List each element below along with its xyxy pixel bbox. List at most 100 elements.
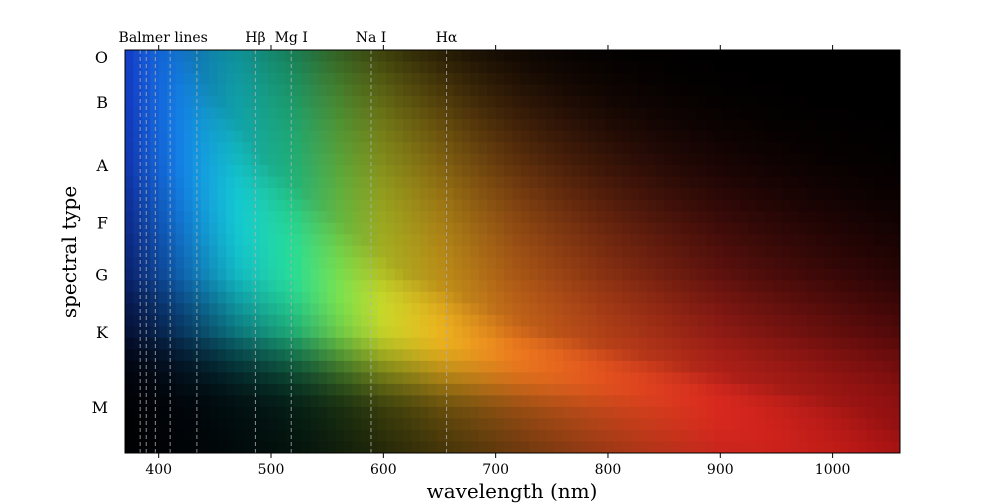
heatmap-cell bbox=[638, 303, 648, 316]
heatmap-cell bbox=[537, 418, 547, 431]
heatmap-cell bbox=[520, 84, 530, 97]
heatmap-cell bbox=[605, 119, 615, 132]
heatmap-cell bbox=[411, 360, 421, 373]
heatmap-cell bbox=[183, 73, 193, 86]
heatmap-cell bbox=[554, 50, 564, 63]
heatmap-cell bbox=[251, 245, 261, 258]
heatmap-cell bbox=[512, 176, 522, 189]
heatmap-cell bbox=[167, 291, 177, 304]
heatmap-cell bbox=[487, 429, 497, 443]
heatmap-cell bbox=[765, 291, 775, 304]
heatmap-cell bbox=[276, 73, 286, 86]
heatmap-cell bbox=[394, 268, 404, 281]
heatmap-cell bbox=[293, 142, 303, 155]
heatmap-cell bbox=[436, 153, 446, 166]
heatmap-cell bbox=[242, 142, 252, 155]
heatmap-cell bbox=[259, 119, 269, 132]
heatmap-cell bbox=[647, 268, 657, 281]
heatmap-cell bbox=[579, 280, 589, 293]
heatmap-cell bbox=[209, 84, 219, 97]
heatmap-cell bbox=[841, 222, 851, 235]
heatmap-cell bbox=[445, 349, 455, 362]
heatmap-cell bbox=[504, 199, 514, 212]
heatmap-cell bbox=[226, 234, 236, 247]
heatmap-cell bbox=[857, 188, 867, 201]
heatmap-cell bbox=[344, 257, 354, 270]
heatmap-cell bbox=[411, 418, 421, 431]
heatmap-cell bbox=[209, 50, 219, 63]
heatmap-cell bbox=[579, 96, 589, 109]
heatmap-cell bbox=[461, 234, 471, 247]
heatmap-cell bbox=[402, 291, 413, 304]
heatmap-cell bbox=[167, 188, 177, 201]
heatmap-cell bbox=[335, 176, 345, 189]
heatmap-cell bbox=[672, 188, 682, 201]
heatmap-cell bbox=[478, 234, 488, 247]
heatmap-cell bbox=[276, 245, 286, 258]
heatmap-cell bbox=[268, 268, 278, 281]
heatmap-cell bbox=[478, 303, 488, 316]
heatmap-cell bbox=[613, 211, 623, 224]
heatmap-cell bbox=[765, 61, 775, 74]
heatmap-cell bbox=[512, 268, 522, 281]
heatmap-cell bbox=[344, 395, 354, 408]
heatmap-cell bbox=[815, 211, 825, 224]
heatmap-cell bbox=[596, 234, 606, 247]
heatmap-cell bbox=[748, 349, 758, 362]
heatmap-cell bbox=[436, 130, 446, 143]
heatmap-cell bbox=[596, 372, 606, 385]
heatmap-cell bbox=[554, 153, 564, 166]
heatmap-cell bbox=[647, 245, 657, 258]
heatmap-cell bbox=[815, 107, 825, 120]
heatmap-cell bbox=[782, 349, 792, 362]
heatmap-cell bbox=[386, 280, 396, 293]
heatmap-cell bbox=[815, 96, 825, 109]
heatmap-cell bbox=[209, 165, 219, 178]
heatmap-cell bbox=[285, 406, 295, 420]
heatmap-cell bbox=[798, 418, 808, 431]
heatmap-cell bbox=[183, 280, 193, 293]
heatmap-cell bbox=[605, 291, 615, 304]
heatmap-cell bbox=[891, 176, 900, 189]
heatmap-cell bbox=[672, 107, 682, 120]
heatmap-cell bbox=[487, 50, 497, 63]
heatmap-cell bbox=[217, 199, 227, 212]
heatmap-cell bbox=[596, 96, 606, 109]
heatmap-cell bbox=[655, 429, 665, 443]
heatmap-cell bbox=[714, 73, 724, 86]
heatmap-cell bbox=[638, 418, 648, 431]
heatmap-cell bbox=[849, 314, 859, 327]
heatmap-cell bbox=[386, 176, 396, 189]
heatmap-cell bbox=[512, 211, 522, 224]
heatmap-cell bbox=[739, 96, 749, 109]
heatmap-cell bbox=[276, 349, 286, 362]
heatmap-cell bbox=[150, 119, 160, 132]
heatmap-cell bbox=[680, 372, 691, 385]
heatmap-cell bbox=[537, 142, 547, 155]
heatmap-cell bbox=[857, 130, 867, 143]
heatmap-cell bbox=[731, 188, 741, 201]
heatmap-cell bbox=[175, 142, 185, 155]
heatmap-cell bbox=[638, 395, 648, 408]
heatmap-cell bbox=[436, 418, 446, 431]
heatmap-cell bbox=[318, 326, 328, 339]
heatmap-cell bbox=[680, 314, 691, 327]
heatmap-cell bbox=[529, 372, 539, 385]
heatmap-cell bbox=[723, 441, 733, 453]
heatmap-cell bbox=[487, 188, 497, 201]
heatmap-cell bbox=[520, 291, 530, 304]
heatmap-cell bbox=[782, 130, 792, 143]
heatmap-cell bbox=[377, 280, 387, 293]
heatmap-cell bbox=[445, 211, 455, 224]
heatmap-cell bbox=[883, 383, 893, 397]
heatmap-cell bbox=[546, 188, 556, 201]
heatmap-cell bbox=[537, 395, 547, 408]
heatmap-cell bbox=[335, 326, 345, 339]
heatmap-cell bbox=[226, 257, 236, 270]
heatmap-cell bbox=[344, 314, 354, 327]
heatmap-cell bbox=[487, 303, 497, 316]
heatmap-cell bbox=[782, 234, 792, 247]
heatmap-cell bbox=[824, 176, 834, 189]
heatmap-cell bbox=[150, 257, 160, 270]
heatmap-cell bbox=[242, 314, 252, 327]
